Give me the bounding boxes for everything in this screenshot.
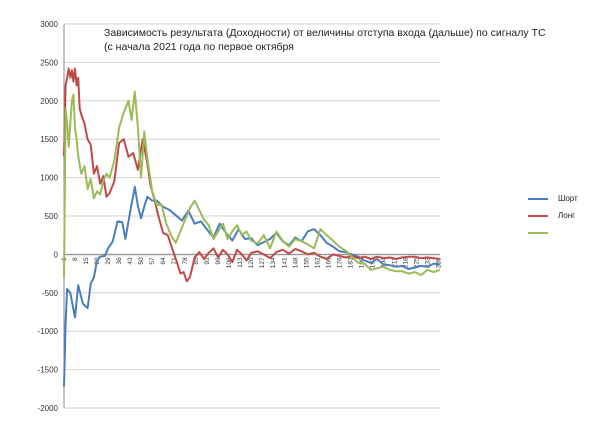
- chart-legend: Шорт Лонг: [528, 190, 578, 241]
- x-tick-label-17: 120: [248, 257, 255, 268]
- x-tick-label-21: 148: [292, 257, 299, 268]
- x-tick-label-30: 211: [391, 257, 398, 268]
- y-tick-label-1: 2500: [40, 58, 58, 67]
- x-tick-label-23: 162: [314, 257, 321, 268]
- chart-title-line-2: (с начала 2021 года по первое октября: [104, 41, 294, 53]
- y-tick-label-8: -1000: [38, 327, 59, 336]
- x-tick-label-4: 29: [105, 257, 112, 265]
- x-tick-label-33: 232: [424, 257, 431, 268]
- series-line-1: [63, 67, 441, 283]
- legend-swatch-0: [528, 197, 548, 200]
- x-tick-label-31: 218: [402, 257, 409, 268]
- x-tick-label-29: 204: [380, 257, 387, 268]
- x-tick-label-9: 64: [160, 257, 167, 265]
- x-tick-label-11: 78: [182, 257, 189, 265]
- legend-label-1: Лонг: [558, 211, 576, 220]
- series-line-2: [63, 90, 441, 278]
- x-tick-label-10: 71: [171, 257, 178, 265]
- legend-item-1: Лонг: [528, 207, 578, 224]
- legend-item-2: [528, 224, 578, 241]
- legend-swatch-2: [528, 231, 548, 234]
- x-tick-label-26: 183: [347, 257, 354, 268]
- x-tick-label-2: 15: [83, 257, 90, 265]
- x-tick-label-34: 239: [435, 257, 442, 268]
- x-tick-label-32: 225: [413, 257, 420, 268]
- x-tick-label-13: 92: [204, 257, 211, 265]
- x-tick-label-22: 155: [303, 257, 310, 268]
- y-tick-label-6: 0: [54, 250, 59, 259]
- x-tick-label-19: 134: [270, 257, 277, 268]
- x-tick-label-5: 36: [116, 257, 123, 265]
- y-tick-label-4: 1000: [40, 174, 58, 183]
- y-tick-label-7: -500: [42, 289, 59, 298]
- y-tick-label-5: 500: [45, 212, 59, 221]
- x-tick-label-6: 43: [127, 257, 134, 265]
- series-line-0: [63, 185, 441, 387]
- y-tick-label-2: 2000: [40, 97, 58, 106]
- y-tick-label-0: 3000: [40, 20, 58, 29]
- y-tick-label-3: 1500: [40, 135, 58, 144]
- legend-item-0: Шорт: [528, 190, 578, 207]
- x-tick-label-7: 50: [138, 257, 145, 265]
- x-tick-label-12: 85: [193, 257, 200, 265]
- x-tick-label-8: 57: [149, 257, 156, 265]
- chart-title: Зависимость результата (Доходности) от в…: [104, 26, 546, 54]
- x-tick-label-24: 169: [325, 257, 332, 268]
- x-tick-label-15: 106: [226, 257, 233, 268]
- chart-title-line-1: Зависимость результата (Доходности) от в…: [104, 27, 546, 39]
- y-tick-label-10: -2000: [38, 404, 59, 413]
- legend-swatch-1: [528, 214, 548, 217]
- x-tick-label-14: 99: [215, 257, 222, 265]
- x-tick-label-1: 8: [72, 257, 79, 261]
- x-tick-label-25: 176: [336, 257, 343, 268]
- legend-label-0: Шорт: [558, 194, 578, 203]
- x-tick-label-16: 113: [237, 257, 244, 268]
- x-tick-label-18: 127: [259, 257, 266, 268]
- y-tick-label-9: -1500: [38, 366, 59, 375]
- x-tick-label-20: 141: [281, 257, 288, 268]
